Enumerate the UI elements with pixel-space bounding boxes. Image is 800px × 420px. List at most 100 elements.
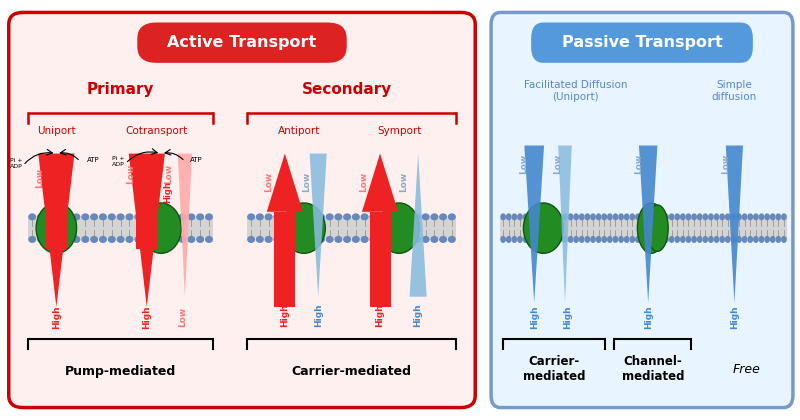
Text: Active Transport: Active Transport xyxy=(167,35,317,50)
Circle shape xyxy=(642,214,646,220)
Circle shape xyxy=(266,214,272,220)
Circle shape xyxy=(759,214,764,220)
Circle shape xyxy=(714,236,718,242)
Circle shape xyxy=(765,236,770,242)
Circle shape xyxy=(405,214,411,220)
Circle shape xyxy=(118,214,124,220)
Text: Low: Low xyxy=(634,153,643,174)
Circle shape xyxy=(529,214,534,220)
Polygon shape xyxy=(524,145,544,303)
Circle shape xyxy=(726,236,730,242)
Circle shape xyxy=(353,214,359,220)
Circle shape xyxy=(326,214,333,220)
Text: High: High xyxy=(414,303,422,327)
Circle shape xyxy=(742,236,746,242)
Circle shape xyxy=(378,214,386,220)
Circle shape xyxy=(703,214,707,220)
Circle shape xyxy=(534,214,539,220)
Polygon shape xyxy=(410,154,426,297)
Bar xyxy=(46,154,67,249)
Circle shape xyxy=(29,214,35,220)
Circle shape xyxy=(658,214,662,220)
Circle shape xyxy=(692,236,696,242)
Circle shape xyxy=(518,236,522,242)
Circle shape xyxy=(46,236,54,242)
Circle shape xyxy=(422,236,429,242)
Circle shape xyxy=(534,236,539,242)
Circle shape xyxy=(591,236,595,242)
Circle shape xyxy=(614,236,618,242)
Circle shape xyxy=(274,236,281,242)
Circle shape xyxy=(344,214,350,220)
Circle shape xyxy=(765,214,770,220)
Circle shape xyxy=(370,214,377,220)
Text: Carrier-
mediated: Carrier- mediated xyxy=(523,355,586,383)
Polygon shape xyxy=(558,145,572,303)
Text: Low: Low xyxy=(553,153,562,174)
Bar xyxy=(246,218,456,238)
Circle shape xyxy=(126,214,133,220)
Circle shape xyxy=(653,214,657,220)
Circle shape xyxy=(335,236,342,242)
Circle shape xyxy=(580,214,584,220)
Circle shape xyxy=(387,214,394,220)
Circle shape xyxy=(681,236,685,242)
Circle shape xyxy=(300,214,307,220)
Circle shape xyxy=(82,236,89,242)
Circle shape xyxy=(162,236,168,242)
Circle shape xyxy=(686,214,690,220)
Circle shape xyxy=(512,214,517,220)
Circle shape xyxy=(675,236,679,242)
Circle shape xyxy=(55,214,62,220)
Circle shape xyxy=(546,214,550,220)
Circle shape xyxy=(574,236,578,242)
Polygon shape xyxy=(639,145,658,303)
Circle shape xyxy=(653,236,657,242)
Text: Passive Transport: Passive Transport xyxy=(562,35,722,50)
Text: Uniport: Uniport xyxy=(37,126,76,136)
Circle shape xyxy=(664,236,668,242)
Bar xyxy=(500,218,786,238)
Bar xyxy=(370,212,390,307)
Text: Low: Low xyxy=(126,163,134,184)
Circle shape xyxy=(776,236,781,242)
Circle shape xyxy=(557,236,562,242)
Text: Antiport: Antiport xyxy=(278,126,320,136)
Circle shape xyxy=(770,214,775,220)
Circle shape xyxy=(274,214,281,220)
Circle shape xyxy=(55,236,62,242)
Circle shape xyxy=(625,236,629,242)
Text: Cotransport: Cotransport xyxy=(125,126,187,136)
Circle shape xyxy=(709,214,713,220)
Circle shape xyxy=(153,236,159,242)
Circle shape xyxy=(602,214,606,220)
Circle shape xyxy=(709,236,713,242)
Circle shape xyxy=(170,214,177,220)
Text: Simple
diffusion: Simple diffusion xyxy=(712,80,757,102)
Circle shape xyxy=(737,214,741,220)
Circle shape xyxy=(248,214,254,220)
Circle shape xyxy=(282,236,290,242)
Circle shape xyxy=(675,214,679,220)
Circle shape xyxy=(109,214,115,220)
Circle shape xyxy=(670,214,674,220)
Circle shape xyxy=(318,214,324,220)
Text: High: High xyxy=(280,303,290,327)
Text: Secondary: Secondary xyxy=(302,81,392,97)
Polygon shape xyxy=(129,154,165,307)
Circle shape xyxy=(540,214,545,220)
FancyBboxPatch shape xyxy=(491,13,793,407)
Circle shape xyxy=(782,214,786,220)
Circle shape xyxy=(414,214,420,220)
Circle shape xyxy=(197,236,203,242)
Text: High: High xyxy=(563,305,573,329)
Circle shape xyxy=(153,214,159,220)
Circle shape xyxy=(759,236,764,242)
Circle shape xyxy=(512,236,517,242)
Circle shape xyxy=(686,236,690,242)
Circle shape xyxy=(431,236,438,242)
FancyBboxPatch shape xyxy=(9,13,475,407)
Circle shape xyxy=(568,236,573,242)
Circle shape xyxy=(118,236,124,242)
Circle shape xyxy=(378,236,386,242)
